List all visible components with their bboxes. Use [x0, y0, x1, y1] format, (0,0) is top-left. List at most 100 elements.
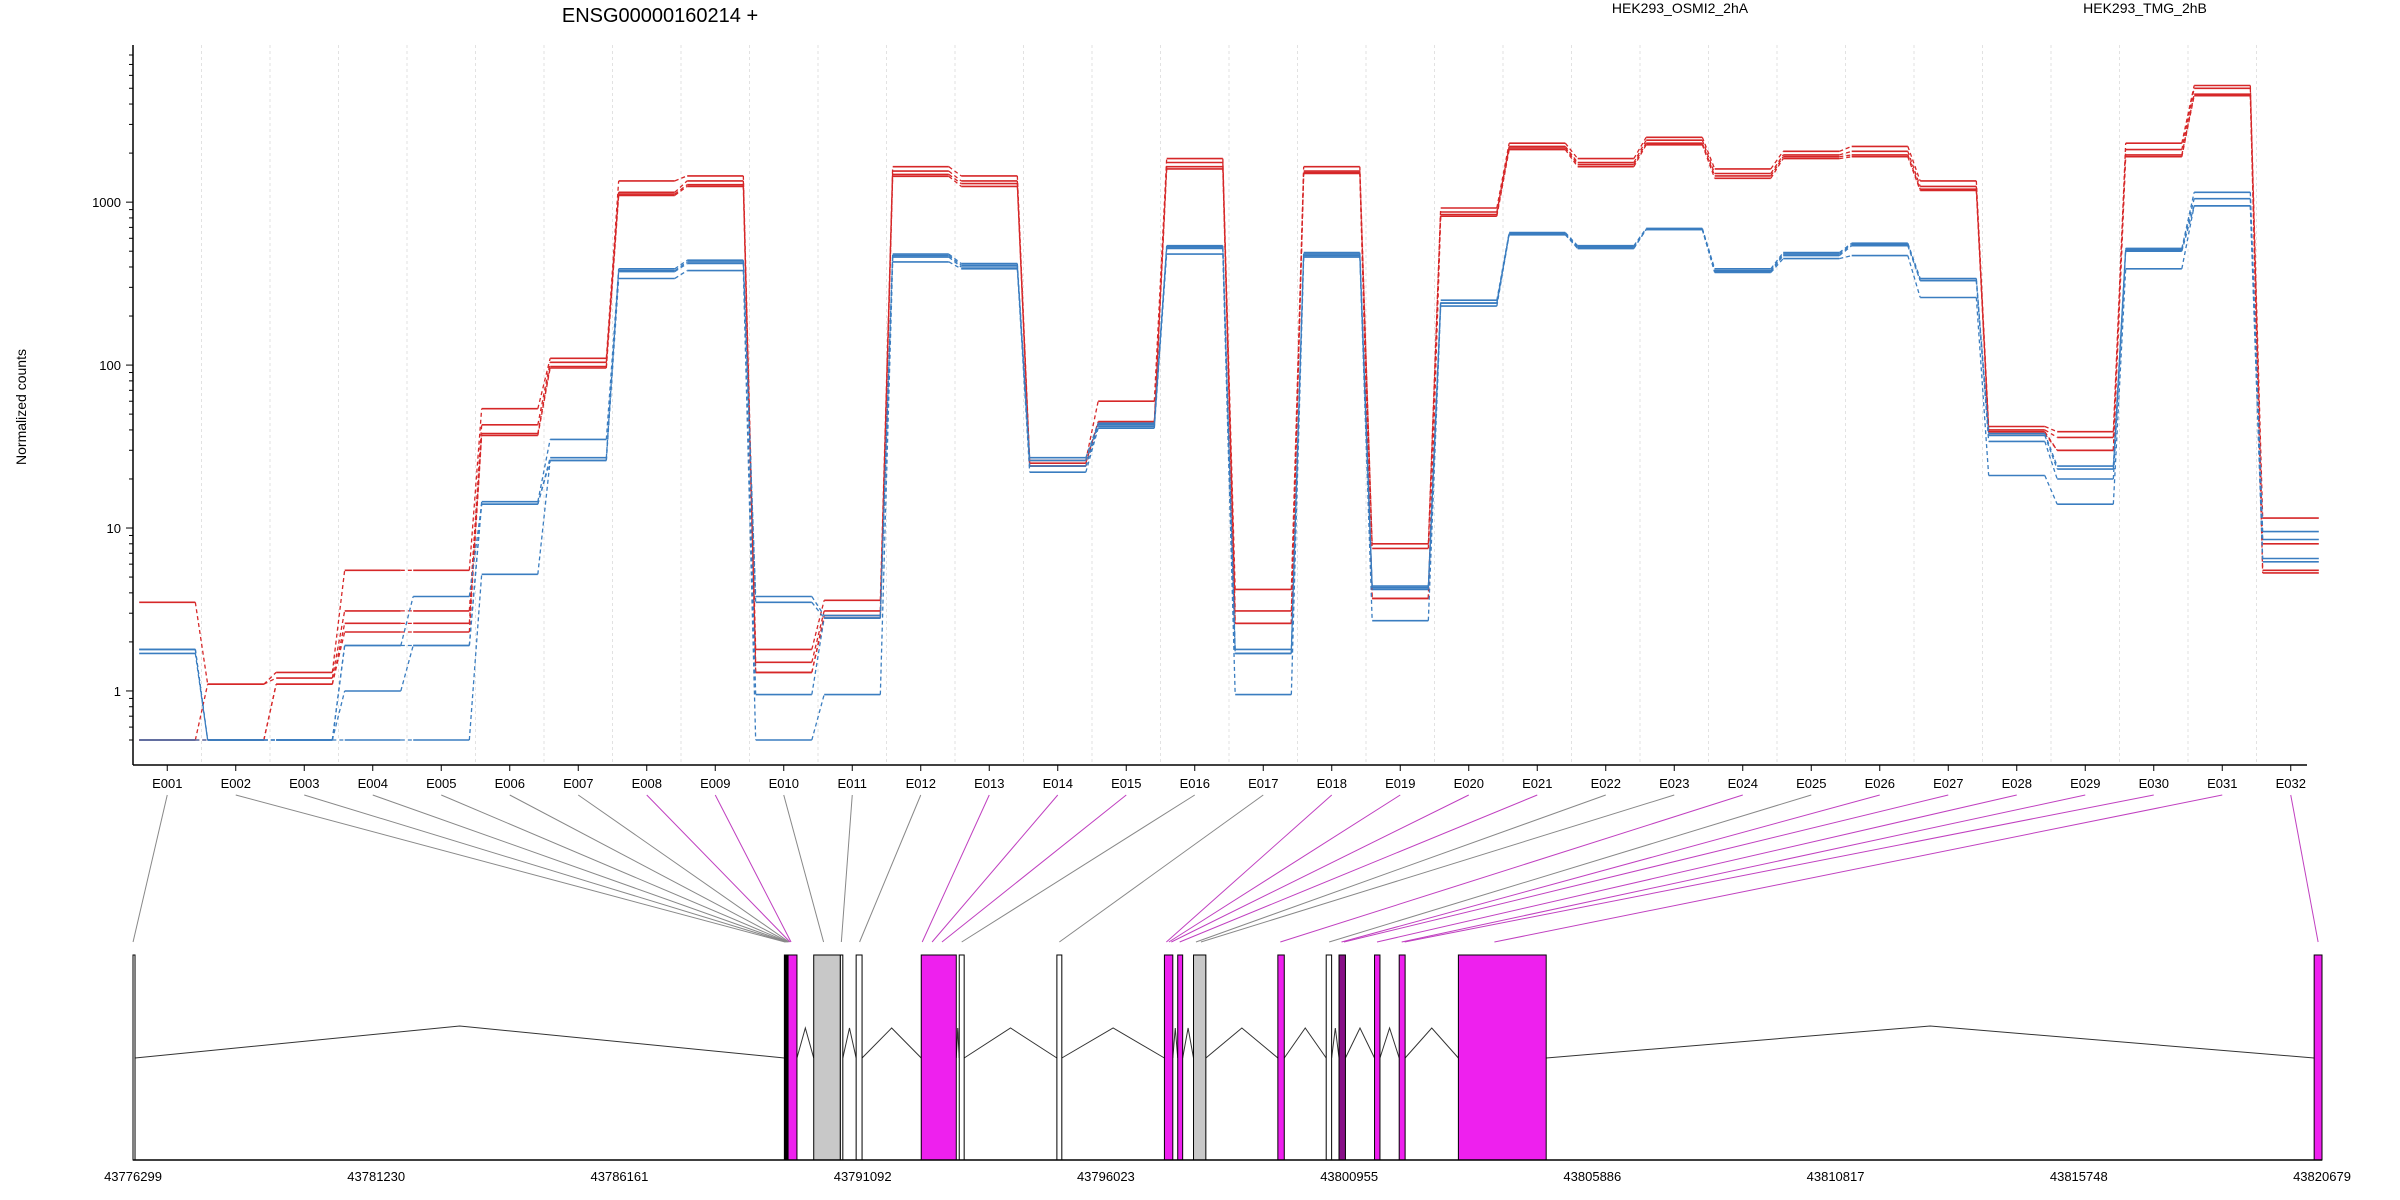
- exon-mapping-line: [577, 794, 790, 943]
- exon-mapping-line: [1404, 794, 2154, 943]
- vertical-gridlines: [201, 45, 2257, 765]
- series-transition: [468, 435, 483, 633]
- series-transition: [1427, 306, 1442, 621]
- series-transition: [2044, 429, 2058, 438]
- series-transition: [331, 690, 346, 741]
- series-7: [139, 205, 2319, 741]
- series-transition: [194, 649, 209, 741]
- series-transition: [331, 645, 346, 741]
- series-transition: [811, 617, 825, 695]
- series-transition: [948, 173, 962, 185]
- series-transition: [468, 504, 483, 646]
- series-transition: [1633, 228, 1647, 247]
- y-axis-label: Normalized counts: [13, 349, 29, 465]
- series-transition: [742, 270, 757, 741]
- series-transition: [1907, 156, 1921, 191]
- series-transition: [537, 362, 551, 425]
- series-transition: [1701, 144, 1716, 179]
- series-transition: [948, 170, 962, 182]
- series-transition: [674, 185, 688, 196]
- series-transition: [263, 671, 277, 685]
- series-transition: [263, 677, 277, 685]
- series-transition: [674, 261, 688, 272]
- exon-block: [958, 954, 965, 1161]
- series-transition: [674, 262, 688, 273]
- y-tick-label: 1000: [92, 195, 121, 210]
- series-transition: [1085, 422, 1099, 458]
- series-lines: [139, 84, 2319, 741]
- series-transition: [1907, 146, 1921, 182]
- series-transition: [1085, 424, 1099, 461]
- series-transition: [1770, 158, 1784, 179]
- x-tick-label: E013: [974, 776, 1004, 791]
- series-transition: [1153, 168, 1168, 425]
- exon-block: [1457, 954, 1547, 1161]
- series-transition: [1770, 253, 1784, 272]
- x-tick-label: E023: [1659, 776, 1689, 791]
- x-tick-label: E021: [1522, 776, 1552, 791]
- series-transition: [1564, 145, 1579, 163]
- x-tick-label: E002: [221, 776, 251, 791]
- series-transition: [1770, 258, 1784, 273]
- series-transition: [1770, 252, 1784, 270]
- series-transition: [948, 166, 962, 177]
- x-tick-label: E017: [1248, 776, 1278, 791]
- series-transition: [2112, 268, 2127, 505]
- intron-connector: [1172, 1027, 1179, 1059]
- series-transition: [331, 631, 346, 685]
- exon-mapping-line: [961, 794, 1196, 943]
- exon-mapping-line: [1494, 794, 2223, 943]
- exon-block: [1374, 954, 1381, 1161]
- x-tick-label: E030: [2139, 776, 2169, 791]
- exon-mapping-line: [2290, 794, 2319, 943]
- series-transition: [742, 184, 757, 673]
- x-tick-label: E015: [1111, 776, 1141, 791]
- coord-tick-label: 43776299: [104, 1169, 162, 1184]
- series-transition: [2181, 95, 2195, 157]
- x-tick-label: E032: [2276, 776, 2306, 791]
- series-transition: [1839, 145, 1852, 152]
- series-transition: [1016, 268, 1031, 473]
- x-axis: E001 E002 E003 E004 E005 E006 E007 E008 E009 E010…: [133, 764, 2307, 791]
- coord-tick-label: 43800955: [1320, 1169, 1378, 1184]
- x-tick-label: E020: [1454, 776, 1484, 791]
- exon-block: [1398, 954, 1406, 1161]
- series-transition: [331, 570, 346, 673]
- x-tick-label: E024: [1728, 776, 1758, 791]
- x-tick-label: E016: [1180, 776, 1210, 791]
- series-transition: [263, 684, 277, 741]
- exon-mapping-line: [646, 794, 791, 943]
- exon-block: [813, 954, 841, 1161]
- exon-block: [1325, 954, 1333, 1161]
- series-transition: [1907, 255, 1921, 298]
- series-transition: [1839, 154, 1852, 158]
- x-tick-label: E014: [1043, 776, 1073, 791]
- series-transition: [811, 601, 825, 619]
- exon-mapping-line: [921, 794, 990, 943]
- series-transition: [194, 653, 209, 741]
- series-transition: [400, 596, 414, 646]
- series-transition: [1770, 156, 1784, 177]
- intron-connector: [861, 1027, 922, 1059]
- series-transition: [194, 684, 209, 741]
- series-transition: [879, 261, 894, 695]
- exon-mapping-line: [304, 794, 787, 943]
- series-transition: [1564, 234, 1579, 249]
- intron-connector: [1379, 1026, 1400, 1059]
- x-tick-label: E009: [700, 776, 730, 791]
- series-transition: [1770, 150, 1784, 170]
- intron-connector: [1182, 1027, 1195, 1059]
- exon-block: [2313, 954, 2323, 1161]
- series-transition: [2181, 88, 2195, 150]
- series-transition: [1222, 254, 1236, 695]
- series-transition: [1839, 156, 1852, 160]
- series-transition: [811, 610, 825, 663]
- series-transition: [331, 610, 346, 679]
- series-transition: [1633, 229, 1647, 249]
- series-transition: [674, 175, 688, 182]
- series-transition: [537, 460, 551, 575]
- series-transition: [811, 596, 825, 616]
- series-transition: [1359, 255, 1373, 588]
- exon-mapping-line: [441, 794, 788, 943]
- x-tick-label: E003: [289, 776, 319, 791]
